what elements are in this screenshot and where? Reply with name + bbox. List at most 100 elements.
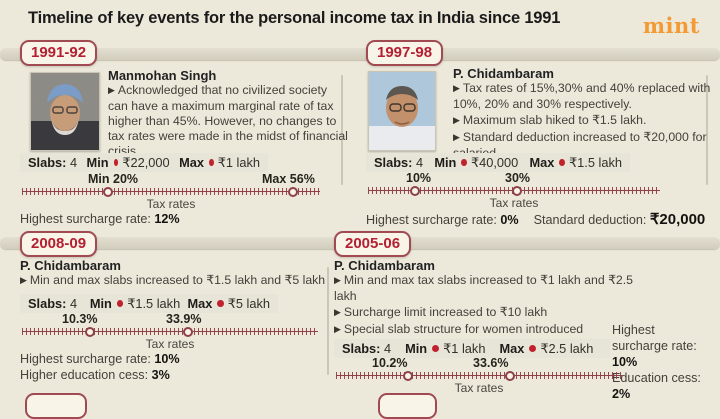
slab-summary: Slabs: 4 Min ₹1 lakh Max ₹2.5 lakh <box>334 339 610 358</box>
ruler-caption: Tax rates <box>146 197 196 211</box>
slabs-label: Slabs: <box>28 296 67 311</box>
event-bullets: ▶ Tax rates of 15%,30% and 40% replaced w… <box>453 81 711 162</box>
scale-max-label: 30% <box>505 171 531 185</box>
ruler-marker-max <box>505 371 516 381</box>
bullet-icon: ▶ <box>453 115 460 125</box>
max-value: ₹2.5 lakh <box>540 340 594 356</box>
surcharge-value: 12% <box>154 212 180 226</box>
slab-summary: Slabs: 4 Min ₹1.5 lakh Max ₹5 lakh <box>20 294 278 313</box>
slab-summary: Slabs: 4 Min ₹22,000 Max ₹1 lakh <box>20 153 268 172</box>
minister-name: Manmohan Singh <box>108 68 217 83</box>
divider-top <box>341 75 343 185</box>
red-dot-icon <box>208 159 214 166</box>
mint-logo: mint <box>642 13 700 38</box>
red-dot-icon <box>461 159 467 166</box>
infographic-page: { "title": "Timeline of key events for t… <box>0 9 720 419</box>
max-label: Max <box>187 296 213 311</box>
ruler-marker-max <box>288 187 299 197</box>
max-value: ₹1.5 lakh <box>569 154 622 170</box>
p-chidambaram-photo <box>368 71 436 151</box>
min-value: ₹40,000 <box>470 154 519 170</box>
red-dot-icon <box>217 300 224 307</box>
scale-min-label: 10.2% <box>372 356 408 370</box>
event-bullets: ▶ Acknowledged that no civilized society … <box>108 83 348 160</box>
timeline-band-top <box>0 48 720 60</box>
tax-rate-ruler <box>368 186 660 196</box>
ruler-caption: Tax rates <box>145 337 195 351</box>
cess-label: Education cess: <box>612 371 701 385</box>
min-label: Min <box>89 296 112 311</box>
red-dot-icon <box>529 345 537 352</box>
max-value: ₹5 lakh <box>227 295 271 311</box>
deduction-value: ₹20,000 <box>649 211 706 228</box>
ruler-marker-max <box>511 186 522 196</box>
cess-label: Higher education cess: <box>20 368 149 382</box>
minister-name: P. Chidambaram <box>453 66 554 81</box>
bullet-text: Special slab structure for women introdu… <box>343 322 584 336</box>
minister-name: P. Chidambaram <box>334 258 435 273</box>
side-notes: Highest surcharge rate: 10% Education ce… <box>612 322 714 402</box>
ruler-marker-max <box>182 327 193 337</box>
bullet-text: Surcharge limit increased to ₹10 lakh <box>343 305 548 319</box>
red-dot-icon <box>559 159 566 166</box>
min-label: Min <box>86 155 109 170</box>
tax-rate-ruler <box>22 327 318 337</box>
ruler-marker-min <box>85 327 96 337</box>
bullet-text: Tax rates of 15%,30% and 40% replaced wi… <box>453 81 711 111</box>
surcharge-value: 0% <box>500 213 519 227</box>
ruler-marker-min <box>103 187 114 197</box>
cess-note: Higher education cess: 3% <box>20 368 170 382</box>
tax-rate-ruler <box>22 187 320 197</box>
minister-name: P. Chidambaram <box>20 258 121 273</box>
divider-top-right <box>706 75 708 185</box>
tax-rate-ruler <box>336 371 622 381</box>
surcharge-value: 10% <box>154 352 180 366</box>
ruler-marker-min <box>402 371 413 381</box>
bullet-icon: ▶ <box>453 83 460 93</box>
year-badge-1997-98: 1997-98 <box>366 40 444 66</box>
bullet-icon: ▶ <box>334 275 341 285</box>
slabs-label: Slabs: <box>342 341 381 356</box>
scale-max-label: Max 56% <box>262 172 315 186</box>
scale-min-label: Min 20% <box>88 172 139 186</box>
min-label: Min <box>434 155 457 170</box>
scale-max-label: 33.9% <box>166 312 202 326</box>
ruler-caption: Tax rates <box>489 196 539 210</box>
bullet-icon: ▶ <box>108 85 115 95</box>
surcharge-label: Highest surcharge rate: <box>366 213 497 227</box>
cess-value: 3% <box>151 368 170 382</box>
ruler-marker-min <box>409 186 420 196</box>
scale-min-label: 10% <box>406 171 432 185</box>
surcharge-value: 10% <box>612 355 638 369</box>
min-label: Min <box>405 341 428 356</box>
slabs-count: 4 <box>383 341 392 356</box>
divider-bottom <box>327 267 329 375</box>
slabs-count: 4 <box>415 155 424 170</box>
slabs-label: Slabs: <box>374 155 413 170</box>
slab-summary: Slabs: 4 Min ₹40,000 Max ₹1.5 lakh <box>366 153 630 172</box>
scale-min-label: 10.3% <box>62 312 98 326</box>
page-title: Timeline of key events for the personal … <box>28 9 561 27</box>
manmohan-singh-photo <box>30 72 100 151</box>
red-dot-icon <box>113 159 119 166</box>
surcharge-label: Highest surcharge rate: <box>20 212 151 226</box>
scale-max-label: 33.6% <box>473 356 509 370</box>
red-dot-icon <box>432 345 440 352</box>
slabs-count: 4 <box>69 155 78 170</box>
min-value: ₹22,000 <box>122 154 170 170</box>
bullet-text: Acknowledged that no civilized society c… <box>108 83 348 158</box>
year-badge-2005-06: 2005-06 <box>334 231 412 257</box>
max-label: Max <box>499 341 525 356</box>
bullet-text: Min and max slabs increased to ₹1.5 lakh… <box>29 273 326 287</box>
red-dot-icon <box>116 300 124 307</box>
max-label: Max <box>179 155 204 170</box>
cess-value: 2% <box>612 387 631 401</box>
surcharge-label: Highest surcharge rate: <box>20 352 151 366</box>
next-year-badge-cut <box>25 393 87 419</box>
slabs-count: 4 <box>69 296 78 311</box>
bullet-text: Maximum slab hiked to ₹1.5 lakh. <box>462 113 647 127</box>
year-badge-1991-92: 1991-92 <box>20 40 98 66</box>
min-value: ₹1.5 lakh <box>127 295 181 311</box>
bullet-text: Min and max tax slabs increased to ₹1 la… <box>334 273 633 303</box>
min-value: ₹1 lakh <box>443 340 486 356</box>
